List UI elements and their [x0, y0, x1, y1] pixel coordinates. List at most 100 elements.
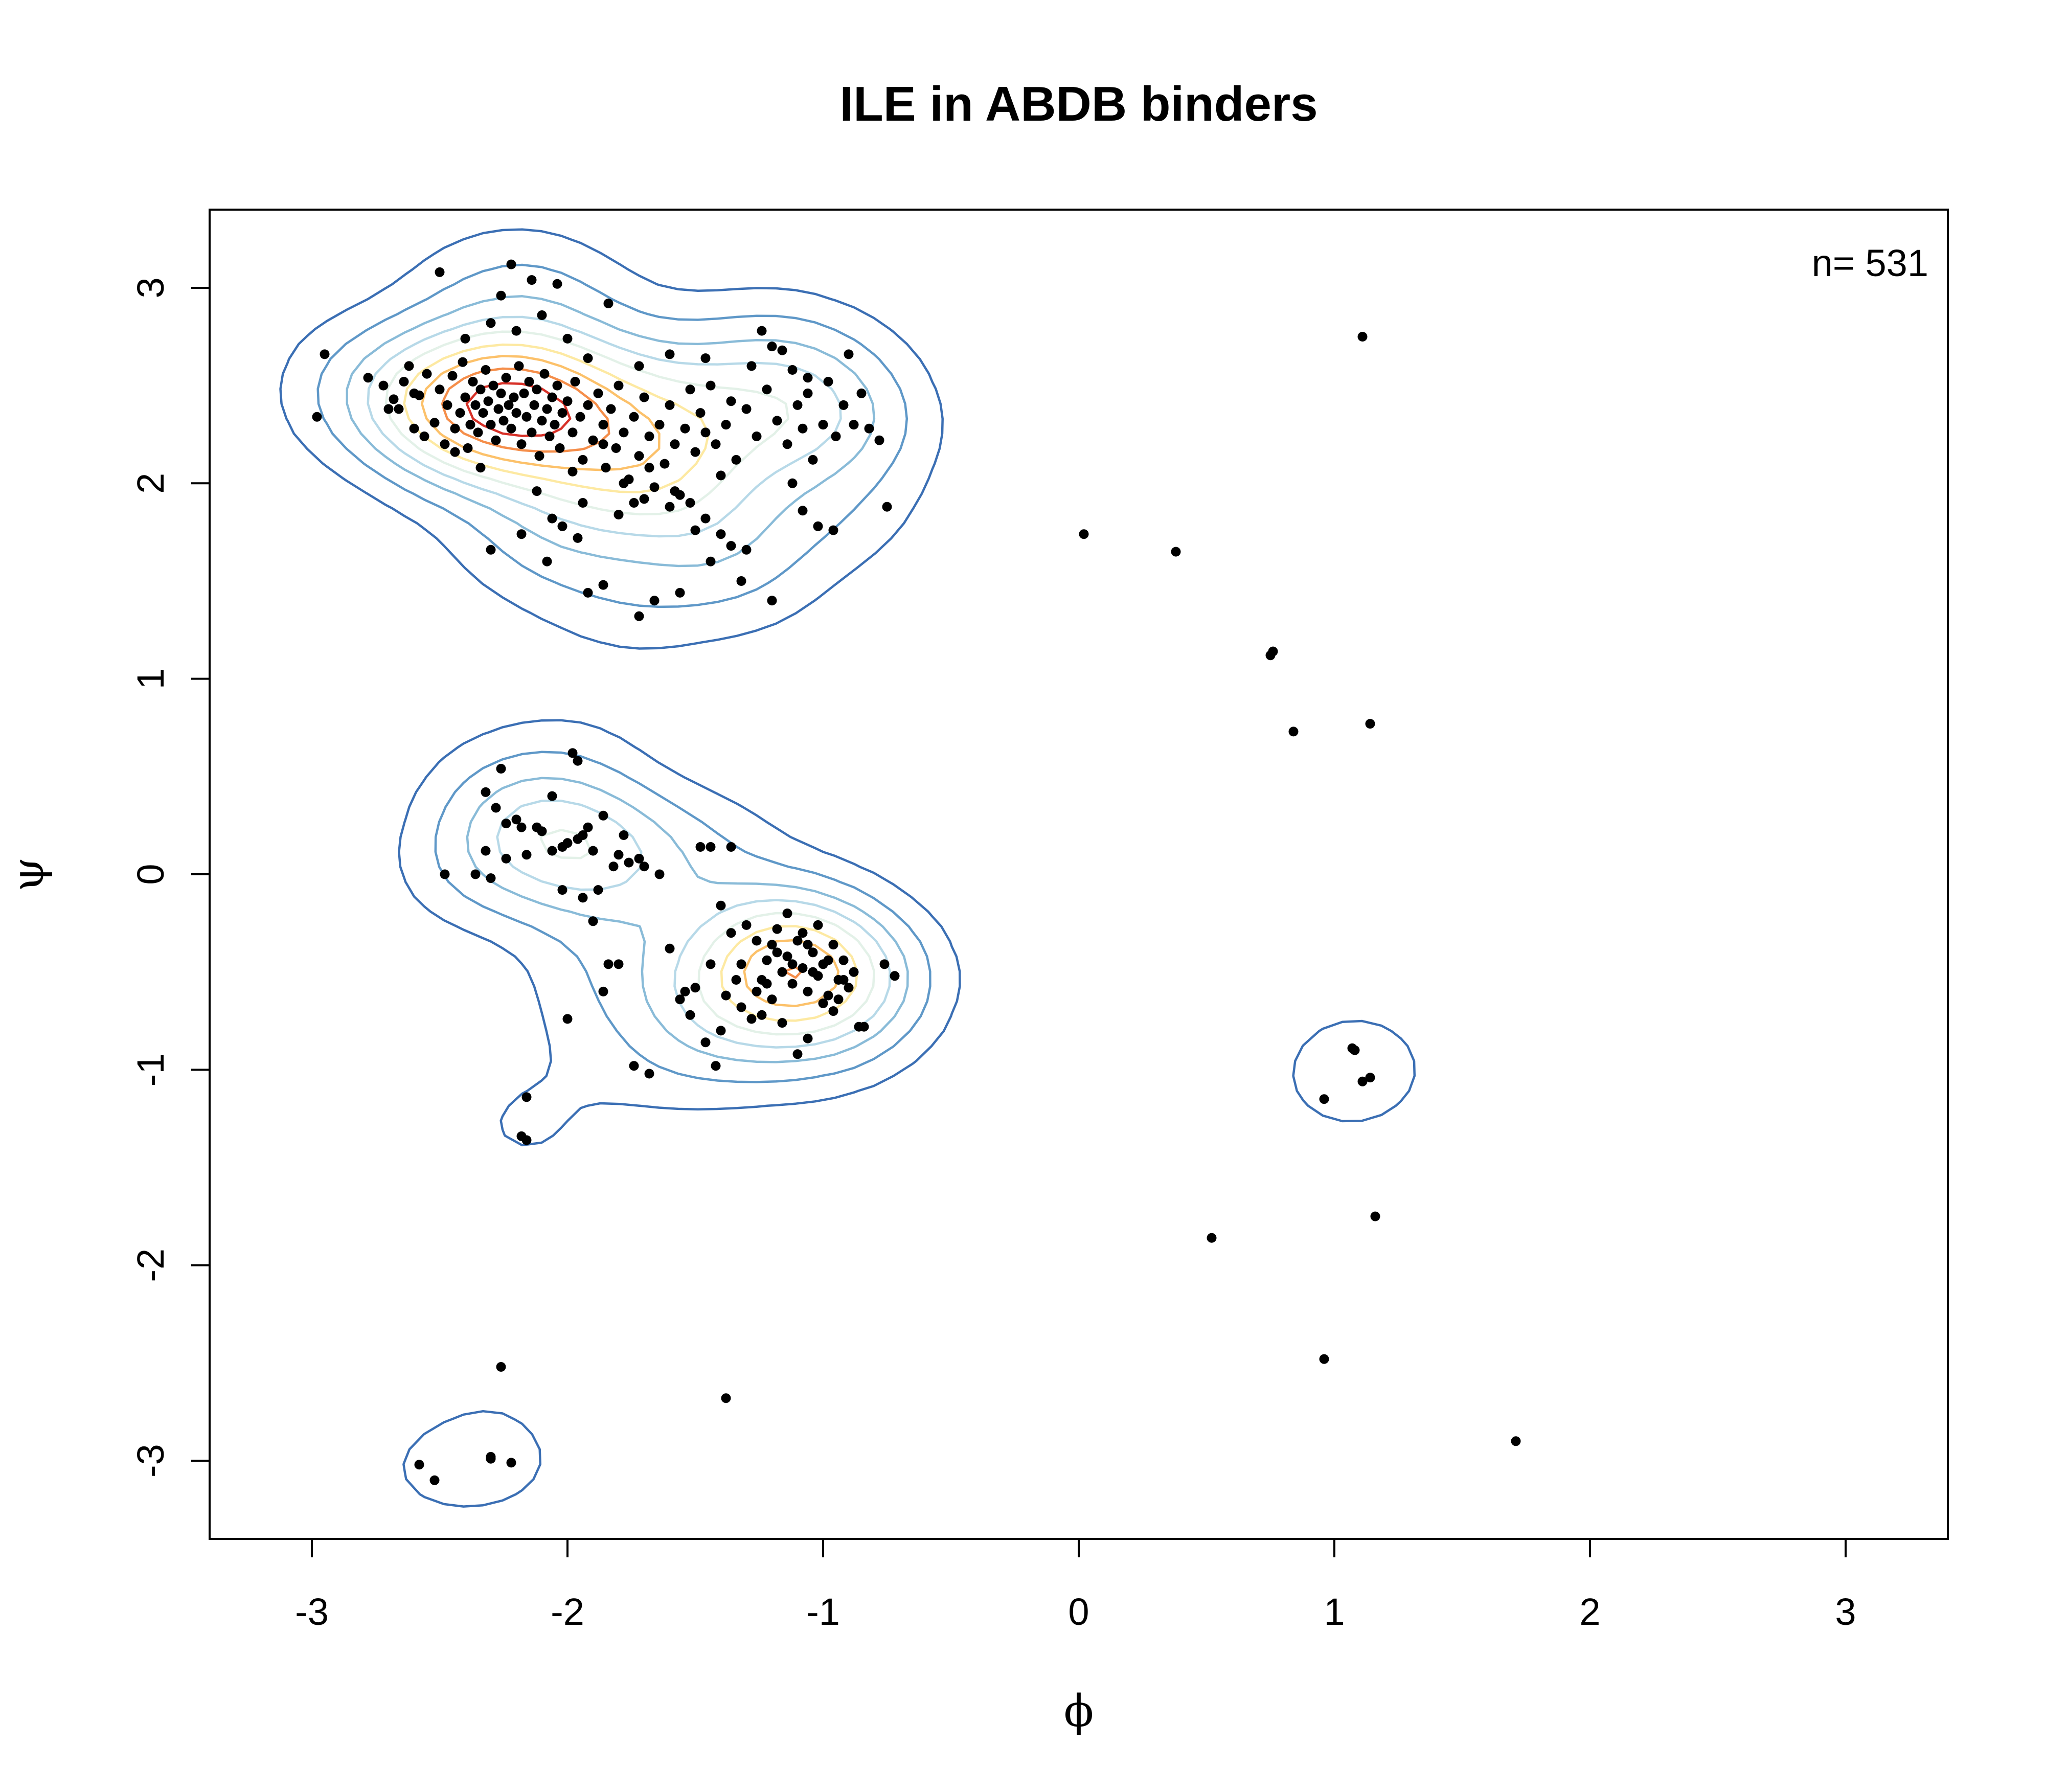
data-point	[409, 388, 419, 398]
data-point	[782, 909, 792, 918]
data-point	[516, 529, 527, 539]
data-point	[741, 545, 752, 555]
data-point	[1350, 1045, 1360, 1055]
density-contour-line	[279, 228, 1416, 1508]
data-point	[690, 983, 700, 993]
data-point	[486, 873, 496, 883]
data-point	[383, 404, 394, 414]
data-point	[736, 959, 746, 969]
data-point	[700, 1037, 711, 1048]
data-point	[828, 525, 838, 535]
data-point	[670, 486, 680, 496]
data-point	[700, 513, 711, 524]
data-point	[787, 959, 798, 969]
data-point	[506, 259, 516, 269]
data-point	[629, 412, 639, 422]
data-point	[562, 333, 573, 344]
data-point	[557, 521, 567, 531]
data-point	[450, 423, 460, 434]
data-point	[716, 529, 726, 539]
data-point	[859, 1022, 869, 1032]
x-axis-label: ϕ	[1064, 1686, 1094, 1737]
data-point	[619, 478, 629, 488]
data-point	[614, 959, 624, 969]
data-point	[818, 998, 828, 1008]
data-point	[542, 556, 552, 566]
data-point	[772, 416, 782, 426]
data-point	[757, 326, 767, 336]
data-point	[660, 459, 670, 469]
data-point	[606, 404, 616, 414]
data-point	[542, 404, 552, 414]
y-tick-label: -3	[129, 1444, 172, 1478]
data-point	[460, 333, 470, 344]
data-point	[685, 498, 695, 508]
data-point	[665, 400, 675, 410]
data-point	[818, 420, 828, 430]
data-point	[675, 587, 685, 598]
data-point	[644, 463, 654, 473]
data-point	[363, 373, 373, 383]
data-point	[752, 432, 762, 441]
y-axis-label: ψ	[3, 857, 54, 891]
data-point	[532, 486, 542, 496]
data-point	[573, 756, 583, 766]
data-point	[486, 318, 496, 328]
data-point	[519, 388, 529, 398]
data-point	[644, 1069, 654, 1079]
data-point	[665, 502, 675, 512]
data-point	[501, 853, 511, 864]
data-point	[777, 1018, 787, 1028]
data-point	[603, 959, 614, 969]
data-point	[429, 418, 440, 428]
data-point	[1365, 719, 1375, 729]
data-point	[736, 1002, 746, 1012]
data-point	[675, 994, 685, 1005]
data-point	[823, 377, 833, 387]
data-point	[521, 850, 532, 860]
data-point	[598, 986, 608, 996]
data-point	[583, 400, 593, 410]
data-point	[481, 365, 491, 375]
data-point	[690, 447, 700, 457]
data-point	[429, 1475, 440, 1485]
density-contour-line	[384, 330, 876, 1036]
data-point	[828, 1006, 838, 1016]
data-point	[721, 1393, 731, 1403]
data-point	[1171, 547, 1181, 557]
data-point	[706, 959, 716, 969]
data-point	[741, 404, 752, 414]
data-point	[537, 310, 547, 320]
data-point	[491, 803, 501, 813]
data-point	[726, 541, 736, 551]
data-point	[808, 967, 818, 977]
data-point	[706, 556, 716, 566]
data-point	[798, 423, 808, 434]
data-point	[537, 826, 547, 836]
data-point	[491, 435, 501, 445]
data-point	[792, 936, 803, 946]
data-point	[1511, 1436, 1521, 1446]
data-point	[629, 498, 639, 508]
data-point	[598, 439, 608, 449]
data-point	[670, 439, 680, 449]
data-point	[711, 1061, 721, 1071]
data-point	[498, 416, 509, 426]
data-point	[746, 361, 757, 371]
data-point	[378, 380, 389, 391]
data-point	[874, 435, 884, 445]
data-point	[711, 439, 721, 449]
data-point	[634, 853, 644, 864]
data-point	[665, 349, 675, 359]
data-point	[501, 373, 511, 383]
data-point	[442, 400, 452, 410]
density-contour-line	[346, 295, 909, 1063]
data-point	[695, 842, 706, 852]
data-point	[547, 392, 557, 402]
data-point	[521, 1135, 532, 1145]
data-point	[496, 290, 506, 301]
data-point	[695, 408, 706, 418]
data-point	[573, 834, 583, 844]
y-tick-label: -1	[129, 1053, 172, 1086]
data-point	[539, 369, 550, 379]
